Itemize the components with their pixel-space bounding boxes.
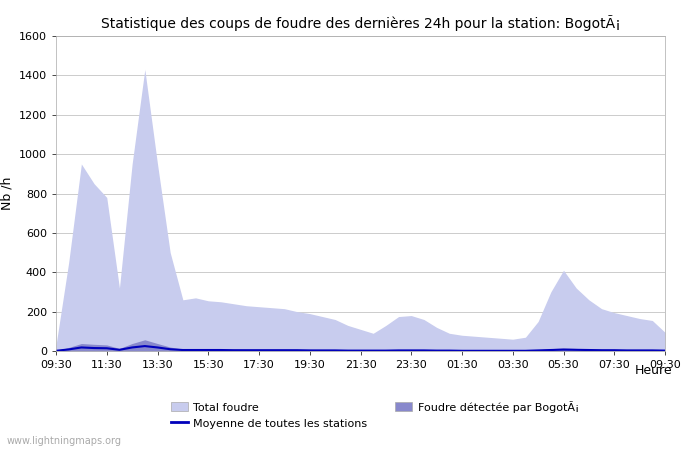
Y-axis label: Nb /h: Nb /h — [0, 177, 13, 210]
Text: www.lightningmaps.org: www.lightningmaps.org — [7, 436, 122, 446]
Title: Statistique des coups de foudre des dernières 24h pour la station: BogotÃ¡: Statistique des coups de foudre des dern… — [101, 15, 620, 31]
Text: Heure: Heure — [634, 364, 672, 378]
Legend: Total foudre, Moyenne de toutes les stations, Foudre détectée par BogotÃ¡: Total foudre, Moyenne de toutes les stat… — [172, 400, 579, 428]
